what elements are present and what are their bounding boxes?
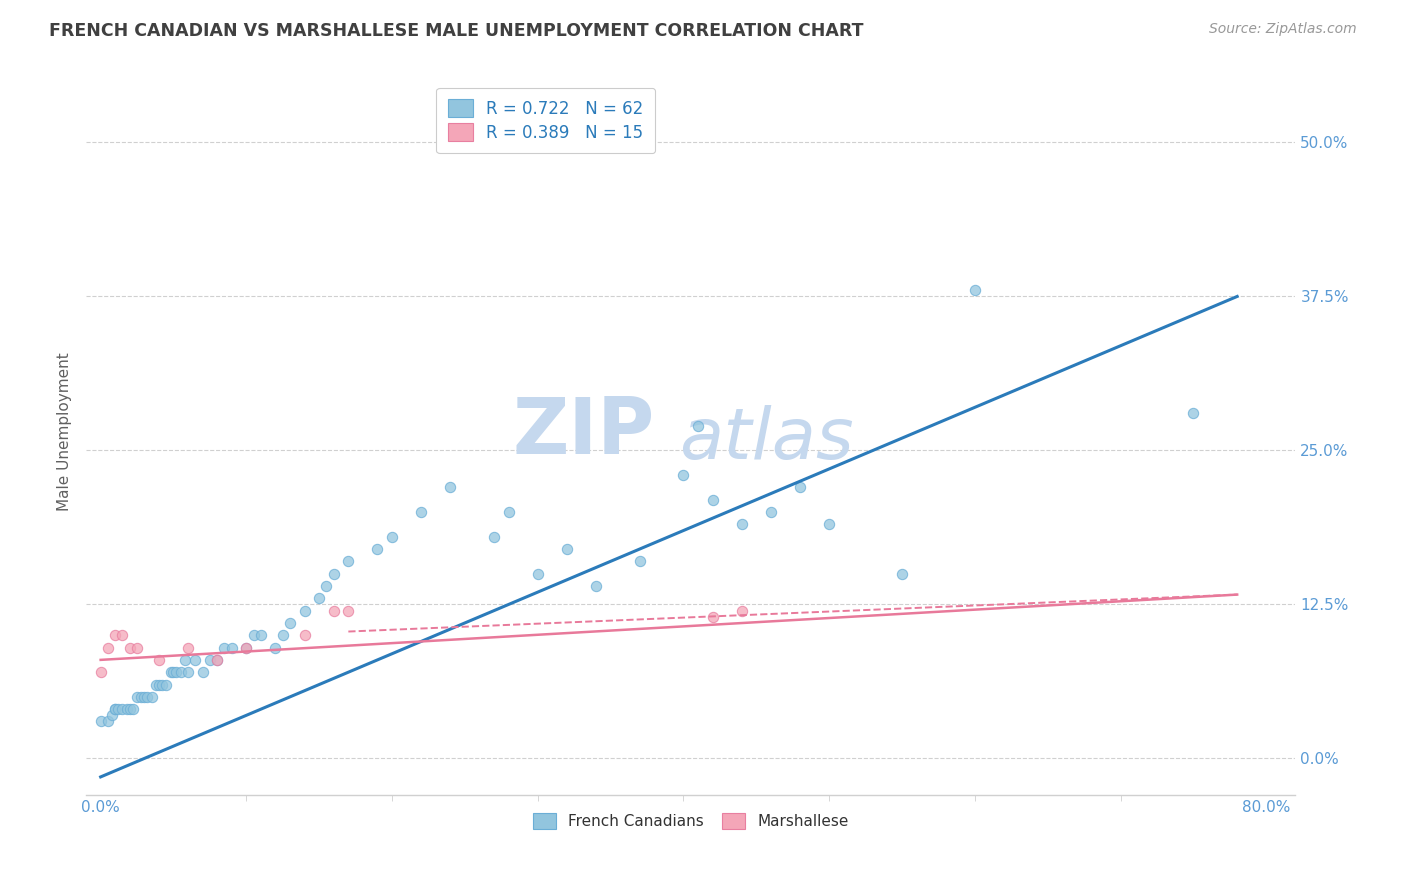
Point (170, 665, 193, 680)
Point (1182, 407, 1205, 421)
Point (159, 665, 181, 680)
Point (381, 530, 404, 544)
Point (482, 530, 505, 544)
Point (115, 702, 138, 716)
Point (177, 640, 200, 655)
Point (411, 505, 433, 519)
Point (121, 702, 143, 716)
Point (90, 665, 112, 680)
Point (686, 418, 709, 433)
Point (118, 640, 141, 655)
Point (439, 480, 461, 494)
Point (162, 665, 184, 680)
Point (294, 628, 316, 642)
Point (148, 653, 170, 667)
Text: ZIP: ZIP (512, 394, 654, 470)
Point (963, 283, 986, 297)
Text: Source: ZipAtlas.com: Source: ZipAtlas.com (1209, 22, 1357, 37)
Point (131, 690, 153, 704)
Point (205, 653, 228, 667)
Point (366, 541, 388, 556)
Point (818, 517, 841, 532)
Point (125, 690, 148, 704)
Point (731, 604, 754, 618)
Point (498, 505, 520, 519)
Point (111, 628, 134, 642)
Point (789, 480, 811, 494)
Point (97, 640, 120, 655)
Point (585, 579, 607, 593)
Point (97, 714, 120, 729)
Point (104, 702, 127, 716)
Point (315, 579, 337, 593)
Point (145, 677, 167, 691)
Point (198, 653, 221, 667)
Point (125, 640, 148, 655)
Point (555, 541, 578, 556)
Point (184, 653, 207, 667)
Point (177, 665, 200, 680)
Point (150, 677, 173, 691)
Point (526, 566, 548, 581)
Point (191, 665, 214, 680)
Point (322, 604, 344, 618)
Point (205, 653, 228, 667)
Point (136, 690, 159, 704)
Point (214, 640, 236, 655)
Point (155, 677, 177, 691)
Legend: French Canadians, Marshallese: French Canadians, Marshallese (527, 806, 855, 835)
Point (104, 628, 127, 642)
Point (235, 640, 257, 655)
Point (174, 653, 197, 667)
Point (134, 690, 156, 704)
Point (107, 702, 129, 716)
Point (337, 604, 360, 618)
Point (118, 702, 141, 716)
Text: atlas: atlas (679, 405, 853, 474)
Point (235, 640, 257, 655)
Point (221, 640, 243, 655)
Point (242, 628, 264, 642)
Point (322, 566, 344, 581)
Point (672, 468, 695, 483)
Point (250, 628, 273, 642)
Point (165, 665, 187, 680)
Point (731, 517, 754, 532)
Point (271, 628, 294, 642)
Point (891, 566, 914, 581)
Point (308, 591, 330, 606)
Point (278, 615, 301, 630)
Point (141, 690, 163, 704)
Point (104, 702, 127, 716)
Point (702, 492, 724, 507)
Y-axis label: Male Unemployment: Male Unemployment (58, 352, 72, 511)
Point (294, 604, 316, 618)
Text: FRENCH CANADIAN VS MARSHALLESE MALE UNEMPLOYMENT CORRELATION CHART: FRENCH CANADIAN VS MARSHALLESE MALE UNEM… (49, 22, 863, 40)
Point (111, 702, 134, 716)
Point (264, 640, 287, 655)
Point (628, 554, 651, 568)
Point (90, 714, 112, 729)
Point (148, 677, 170, 691)
Point (759, 505, 782, 519)
Point (702, 609, 724, 624)
Point (101, 708, 124, 723)
Point (337, 554, 360, 568)
